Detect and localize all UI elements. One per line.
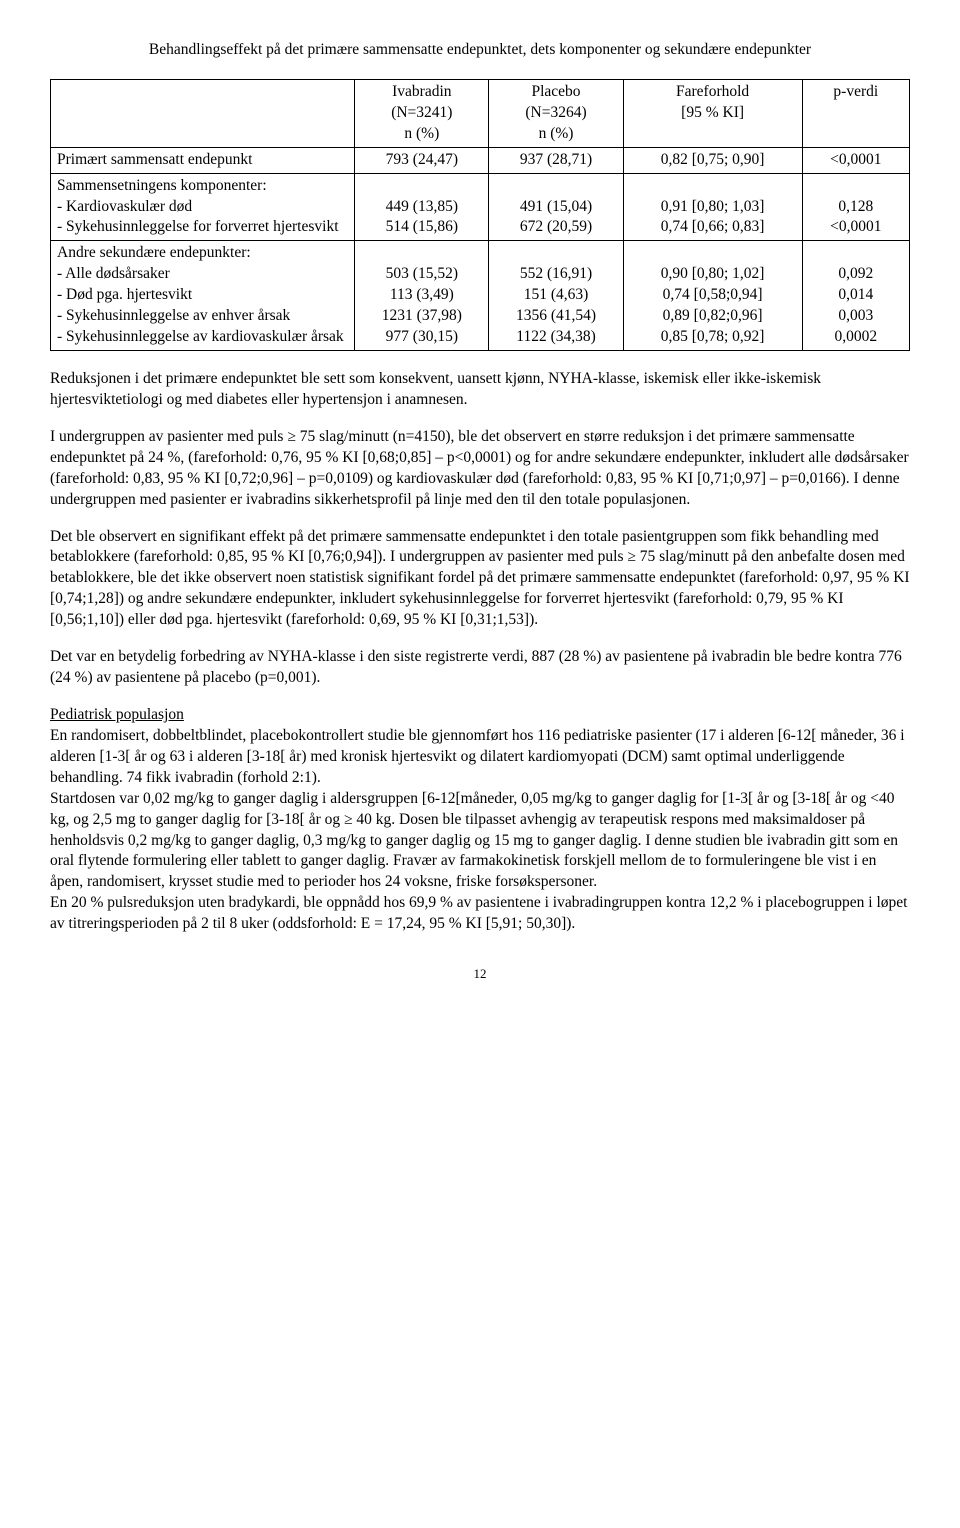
primary-c4: <0,0001 <box>802 147 909 173</box>
paragraph-5: En randomisert, dobbeltblindet, placebok… <box>50 727 905 786</box>
results-table: Ivabradin (N=3241) n (%) Placebo (N=3264… <box>50 79 910 351</box>
block2-c3: 0,91 [0,80; 1,03] 0,74 [0,66; 0,83] <box>623 173 802 241</box>
block2-c4: 0,128 <0,0001 <box>802 173 909 241</box>
block3-cell: Andre sekundære endepunkter: - Alle døds… <box>51 241 355 351</box>
block3-r4-label: - Sykehusinnleggelse av kardiovaskulær å… <box>57 328 344 345</box>
header-blank <box>51 79 355 147</box>
block2-r2-label: - Sykehusinnleggelse for forverret hjert… <box>57 218 339 235</box>
block2-r1-label: - Kardiovaskulær død <box>57 198 192 215</box>
primary-label: Primært sammensatt endepunkt <box>51 147 355 173</box>
block3-r2-label: - Død pga. hjertesvikt <box>57 286 192 303</box>
block2-header: Sammensetningens komponenter: <box>57 177 267 194</box>
paragraph-5-block: Pediatrisk populasjon En randomisert, do… <box>50 705 910 935</box>
paragraph-3: Det ble observert en signifikant effekt … <box>50 527 910 632</box>
paragraph-7: En 20 % pulsreduksjon uten bradykardi, b… <box>50 894 907 932</box>
block3-c1: 503 (15,52) 113 (3,49) 1231 (37,98) 977 … <box>355 241 489 351</box>
block2-cell: Sammensetningens komponenter: - Kardiova… <box>51 173 355 241</box>
block3-c3: 0,90 [0,80; 1,02] 0,74 [0,58;0,94] 0,89 … <box>623 241 802 351</box>
header-pvalue: p-verdi <box>802 79 909 147</box>
primary-c2: 937 (28,71) <box>489 147 623 173</box>
paragraph-1: Reduksjonen i det primære endepunktet bl… <box>50 369 910 411</box>
primary-c3: 0,82 [0,75; 0,90] <box>623 147 802 173</box>
paragraph-4: Det var en betydelig forbedring av NYHA-… <box>50 647 910 689</box>
paragraph-6: Startdosen var 0,02 mg/kg to ganger dagl… <box>50 790 898 891</box>
block3-header: Andre sekundære endepunkter: <box>57 244 251 261</box>
page-number: 12 <box>50 965 910 983</box>
block2-c1: 449 (13,85) 514 (15,86) <box>355 173 489 241</box>
block3-r1-label: - Alle dødsårsaker <box>57 265 170 282</box>
paragraph-2: I undergruppen av pasienter med puls ≥ 7… <box>50 427 910 511</box>
block3-c4: 0,092 0,014 0,003 0,0002 <box>802 241 909 351</box>
table-title: Behandlingseffekt på det primære sammens… <box>50 40 910 61</box>
block2-c2: 491 (15,04) 672 (20,59) <box>489 173 623 241</box>
block3-c2: 552 (16,91) 151 (4,63) 1356 (41,54) 1122… <box>489 241 623 351</box>
header-placebo: Placebo (N=3264) n (%) <box>489 79 623 147</box>
block3-r3-label: - Sykehusinnleggelse av enhver årsak <box>57 307 290 324</box>
header-ivabradin: Ivabradin (N=3241) n (%) <box>355 79 489 147</box>
primary-c1: 793 (24,47) <box>355 147 489 173</box>
header-hazard: Fareforhold [95 % KI] <box>623 79 802 147</box>
pediatric-heading: Pediatrisk populasjon <box>50 706 184 723</box>
